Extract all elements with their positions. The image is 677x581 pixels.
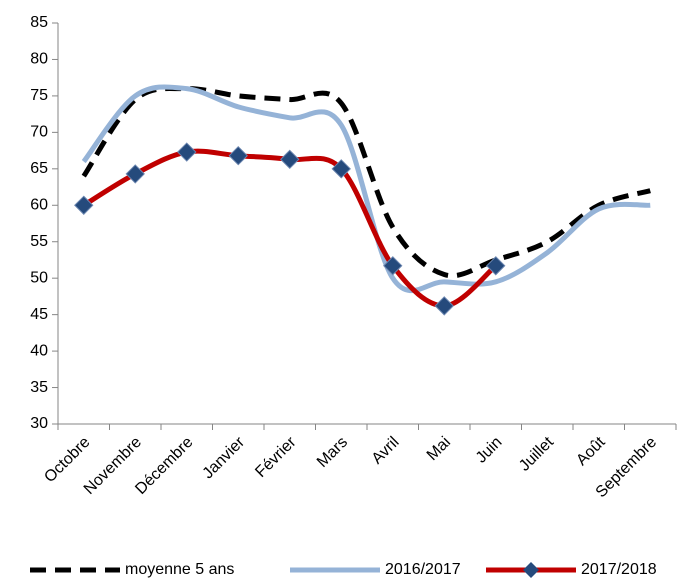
y-tick-label: 60 (30, 196, 48, 213)
x-tick-label: Août (573, 433, 609, 469)
x-tick-label: Juin (473, 434, 506, 467)
y-tick-label: 55 (30, 233, 48, 250)
x-tick-label: Janvier (200, 433, 249, 482)
legend-label: 2017/2018 (581, 561, 657, 578)
series-line (81, 84, 651, 294)
x-tick-label: Avril (369, 434, 403, 468)
y-tick-label: 30 (30, 415, 48, 432)
y-tick-label: 80 (30, 51, 48, 68)
series-line (82, 148, 498, 309)
data-point (125, 164, 145, 184)
y-tick-label: 45 (30, 306, 48, 323)
y-tick-label: 35 (30, 379, 48, 396)
x-tick-label: Octobre (41, 434, 93, 486)
y-tick-label: 85 (30, 14, 48, 31)
data-point (280, 149, 300, 170)
data-point (177, 142, 197, 162)
y-tick-label: 75 (30, 87, 48, 104)
y-tick-label: 65 (30, 160, 48, 177)
data-point (434, 296, 454, 316)
data-point (331, 159, 351, 179)
x-tick-label: Mars (314, 434, 351, 471)
legend-label: 2016/2017 (385, 561, 461, 578)
legend-label: moyenne 5 ans (125, 561, 234, 578)
x-tick-label: Mai (424, 434, 454, 464)
legend-marker (523, 562, 539, 578)
y-tick-label: 40 (30, 342, 48, 359)
data-point (383, 256, 403, 276)
y-tick-label: 50 (30, 269, 48, 286)
x-tick-label: Février (252, 433, 300, 481)
x-tick-label: Juillet (516, 433, 557, 474)
data-point (486, 256, 506, 276)
data-point (228, 145, 248, 166)
y-tick-label: 70 (30, 124, 48, 141)
series-line (81, 86, 651, 279)
data-point (74, 195, 94, 215)
